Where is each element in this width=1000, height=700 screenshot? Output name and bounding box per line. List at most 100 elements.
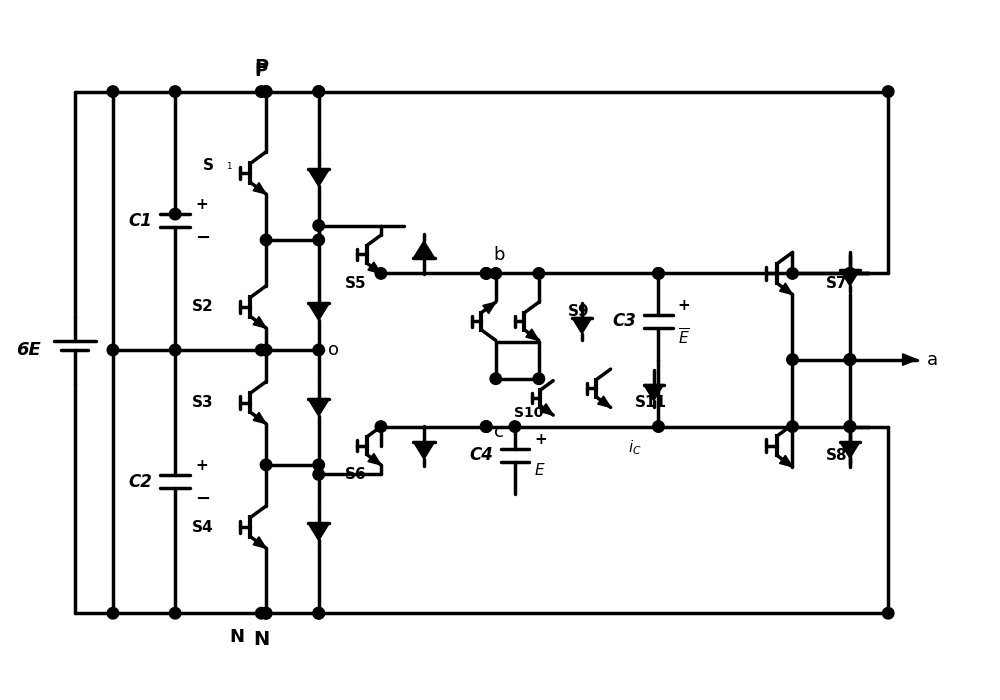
Polygon shape xyxy=(368,262,381,274)
Polygon shape xyxy=(840,270,860,286)
Circle shape xyxy=(480,267,492,279)
Circle shape xyxy=(844,267,856,279)
Circle shape xyxy=(169,86,181,97)
Circle shape xyxy=(313,608,324,619)
Circle shape xyxy=(169,608,181,619)
Circle shape xyxy=(844,421,856,433)
Circle shape xyxy=(169,209,181,220)
Circle shape xyxy=(480,267,492,279)
Text: a: a xyxy=(926,351,938,369)
Circle shape xyxy=(313,459,324,470)
Polygon shape xyxy=(253,183,266,194)
Circle shape xyxy=(490,373,502,384)
Text: S7: S7 xyxy=(826,276,848,290)
Text: P: P xyxy=(255,62,268,80)
Circle shape xyxy=(844,267,856,279)
Circle shape xyxy=(787,354,798,365)
Text: −: − xyxy=(195,490,210,508)
Text: S10: S10 xyxy=(514,405,544,419)
Circle shape xyxy=(260,459,272,470)
Circle shape xyxy=(260,86,272,97)
Circle shape xyxy=(480,421,492,433)
Polygon shape xyxy=(840,442,860,458)
Text: +: + xyxy=(534,432,547,447)
Circle shape xyxy=(169,344,181,356)
Circle shape xyxy=(260,234,272,246)
Polygon shape xyxy=(572,318,592,334)
Text: $_1$: $_1$ xyxy=(226,159,233,172)
Circle shape xyxy=(260,608,272,619)
Text: C3: C3 xyxy=(613,312,636,330)
Circle shape xyxy=(787,421,798,433)
Text: N: N xyxy=(230,628,245,645)
Text: $\overline{E}$: $\overline{E}$ xyxy=(678,328,689,348)
Circle shape xyxy=(533,373,545,384)
Text: 6E: 6E xyxy=(16,341,41,359)
Text: +: + xyxy=(195,197,208,212)
Polygon shape xyxy=(308,169,329,186)
Circle shape xyxy=(107,344,119,356)
Text: +: + xyxy=(678,298,690,313)
Circle shape xyxy=(375,421,387,433)
Polygon shape xyxy=(368,454,381,465)
Circle shape xyxy=(313,608,324,619)
Circle shape xyxy=(787,267,798,279)
Circle shape xyxy=(313,344,324,356)
Circle shape xyxy=(882,86,894,97)
Circle shape xyxy=(844,354,856,365)
Polygon shape xyxy=(483,302,496,314)
Polygon shape xyxy=(780,283,792,295)
Text: S9: S9 xyxy=(568,304,589,319)
Text: $i_C$: $i_C$ xyxy=(628,438,641,457)
Polygon shape xyxy=(598,396,611,407)
Polygon shape xyxy=(253,412,266,423)
Circle shape xyxy=(260,86,272,97)
Polygon shape xyxy=(253,537,266,548)
Circle shape xyxy=(260,608,272,619)
Circle shape xyxy=(653,421,664,433)
Circle shape xyxy=(107,86,119,97)
Text: S11: S11 xyxy=(635,395,667,410)
Text: +: + xyxy=(195,458,208,473)
Circle shape xyxy=(313,234,324,246)
Polygon shape xyxy=(903,354,917,365)
Circle shape xyxy=(256,344,267,356)
Polygon shape xyxy=(780,456,792,467)
Polygon shape xyxy=(308,303,329,321)
Polygon shape xyxy=(253,316,266,328)
Polygon shape xyxy=(540,404,553,415)
Polygon shape xyxy=(308,523,329,540)
Polygon shape xyxy=(308,398,329,416)
Circle shape xyxy=(882,608,894,619)
Text: S8: S8 xyxy=(826,448,848,463)
Circle shape xyxy=(844,354,856,365)
Text: S6: S6 xyxy=(345,467,367,482)
Polygon shape xyxy=(413,241,435,258)
Circle shape xyxy=(313,86,324,97)
Circle shape xyxy=(313,469,324,480)
Circle shape xyxy=(653,267,664,279)
Circle shape xyxy=(533,267,545,279)
Circle shape xyxy=(256,86,267,97)
Text: S2: S2 xyxy=(192,300,213,314)
Circle shape xyxy=(260,344,272,356)
Text: P: P xyxy=(254,58,268,77)
Text: −: − xyxy=(195,230,210,247)
Text: $E$: $E$ xyxy=(534,462,546,478)
Text: S4: S4 xyxy=(192,519,213,535)
Text: o: o xyxy=(328,341,339,359)
Circle shape xyxy=(844,421,856,433)
Circle shape xyxy=(256,608,267,619)
Polygon shape xyxy=(413,442,435,459)
Text: c: c xyxy=(494,423,504,441)
Circle shape xyxy=(653,267,664,279)
Circle shape xyxy=(313,86,324,97)
Circle shape xyxy=(480,421,492,433)
Polygon shape xyxy=(644,384,664,400)
Circle shape xyxy=(313,220,324,231)
Circle shape xyxy=(490,267,502,279)
Circle shape xyxy=(375,267,387,279)
Text: C1: C1 xyxy=(128,212,152,230)
Text: b: b xyxy=(494,246,505,264)
Text: S3: S3 xyxy=(192,395,213,410)
